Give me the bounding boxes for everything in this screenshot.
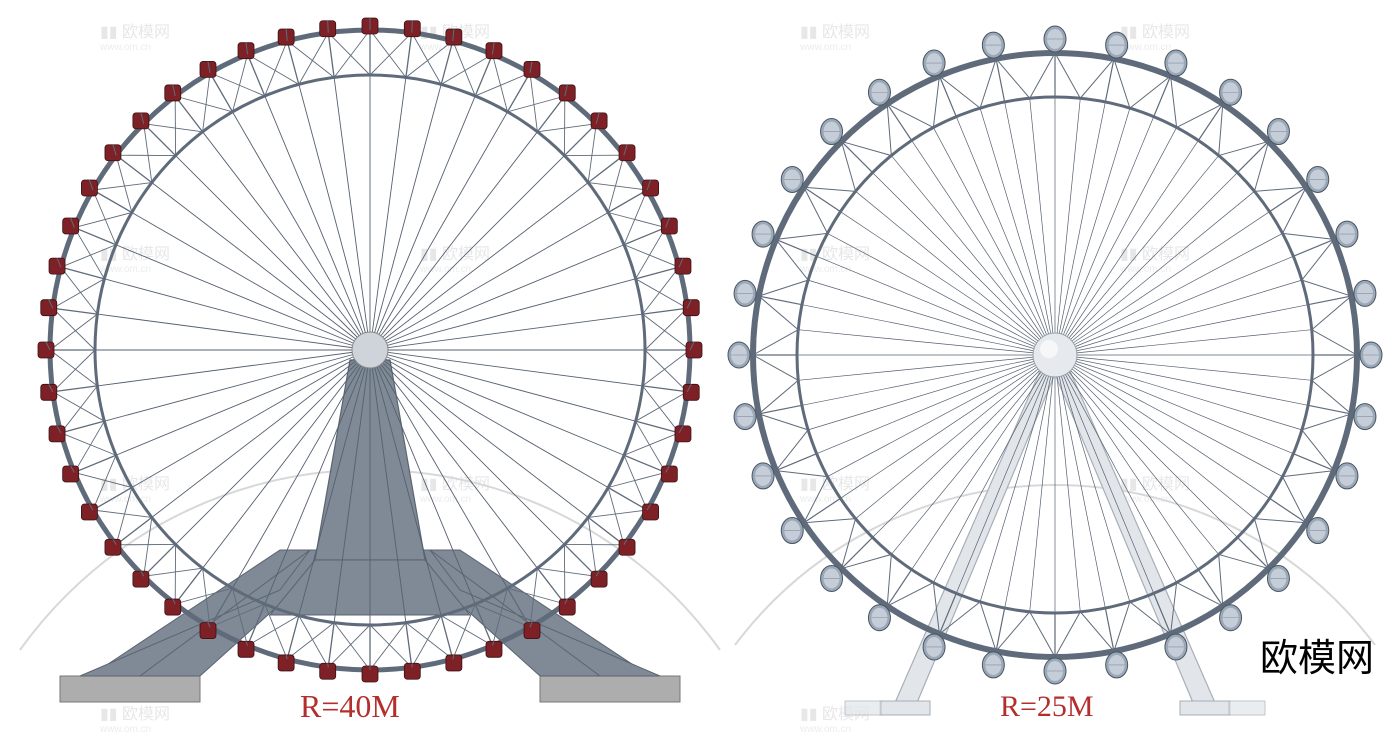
ferris-wheel-right — [0, 0, 1400, 736]
right-radius-label: R=25M — [1000, 690, 1094, 724]
left-radius-label: R=40M — [300, 688, 400, 725]
diagram-canvas: ▮▮ 欧模网www.om.cn▮▮ 欧模网www.om.cn▮▮ 欧模网www.… — [0, 0, 1400, 736]
brand-label: 欧模网 — [1260, 627, 1374, 682]
